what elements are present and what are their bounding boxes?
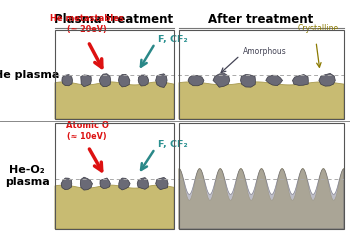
- Polygon shape: [156, 178, 168, 190]
- Text: He metastables: He metastables: [50, 14, 124, 23]
- Polygon shape: [55, 82, 174, 119]
- Text: He plasma: He plasma: [0, 69, 60, 79]
- Polygon shape: [213, 73, 230, 87]
- Polygon shape: [319, 73, 335, 86]
- Polygon shape: [81, 75, 91, 87]
- Polygon shape: [179, 169, 344, 229]
- Polygon shape: [188, 75, 204, 86]
- Text: He-O₂
plasma: He-O₂ plasma: [5, 165, 49, 187]
- Polygon shape: [61, 178, 72, 190]
- Polygon shape: [137, 178, 148, 189]
- Polygon shape: [240, 74, 256, 87]
- Bar: [179, 30, 344, 119]
- Polygon shape: [179, 169, 344, 229]
- Text: (≈ 10eV): (≈ 10eV): [67, 132, 107, 141]
- Polygon shape: [156, 74, 167, 87]
- Polygon shape: [119, 74, 130, 87]
- Polygon shape: [138, 75, 149, 86]
- Polygon shape: [62, 75, 72, 86]
- Bar: [179, 123, 344, 229]
- Text: F, CF₂: F, CF₂: [158, 140, 188, 149]
- Text: Plasma treatment: Plasma treatment: [55, 13, 174, 26]
- Polygon shape: [179, 82, 344, 119]
- Text: F, CF₂: F, CF₂: [158, 35, 188, 44]
- Bar: [55, 30, 174, 119]
- Polygon shape: [99, 74, 111, 87]
- Text: (≈ 20eV): (≈ 20eV): [67, 25, 107, 34]
- Bar: [55, 123, 174, 229]
- Polygon shape: [100, 178, 110, 188]
- Polygon shape: [266, 75, 282, 86]
- Text: Crystalline: Crystalline: [298, 24, 338, 33]
- Polygon shape: [293, 74, 308, 85]
- Text: Atomic O: Atomic O: [65, 121, 108, 130]
- Polygon shape: [119, 178, 130, 190]
- Text: Amorphous: Amorphous: [243, 47, 287, 56]
- Text: After treatment: After treatment: [208, 13, 314, 26]
- Polygon shape: [55, 185, 174, 229]
- Polygon shape: [80, 177, 92, 190]
